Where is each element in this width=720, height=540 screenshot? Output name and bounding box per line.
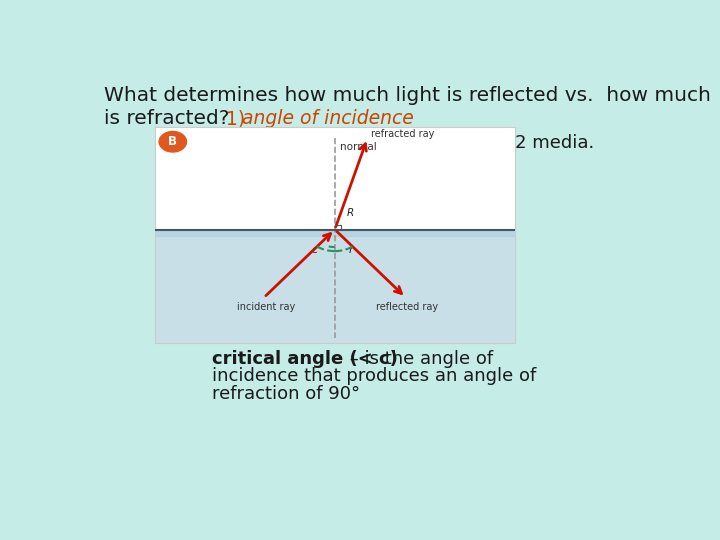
Text: c: c — [312, 245, 318, 255]
Bar — [155, 230, 515, 237]
Text: is refracted?: is refracted? — [104, 110, 230, 129]
Text: R: R — [346, 208, 354, 218]
Text: – is the angle of: – is the angle of — [344, 350, 493, 368]
Bar — [155, 230, 515, 343]
Text: 2) the relative: 2) the relative — [225, 134, 359, 152]
Text: of the 2 media.: of the 2 media. — [451, 134, 595, 152]
Text: What determines how much light is reflected vs.  how much: What determines how much light is reflec… — [104, 86, 711, 105]
Text: refraction index: refraction index — [330, 134, 493, 152]
Text: 1): 1) — [225, 110, 251, 129]
Text: incident ray: incident ray — [237, 302, 294, 312]
Text: angle of incidence: angle of incidence — [242, 110, 414, 129]
Text: r: r — [348, 245, 354, 255]
Text: critical angle (< c): critical angle (< c) — [212, 350, 397, 368]
Text: reflected ray: reflected ray — [377, 302, 438, 312]
Text: normal: normal — [340, 141, 377, 152]
Circle shape — [159, 131, 186, 152]
Text: incidence that produces an angle of: incidence that produces an angle of — [212, 367, 536, 386]
Text: refracted ray: refracted ray — [371, 129, 434, 139]
Text: B: B — [168, 135, 177, 148]
Text: refraction of 90°: refraction of 90° — [212, 385, 360, 403]
